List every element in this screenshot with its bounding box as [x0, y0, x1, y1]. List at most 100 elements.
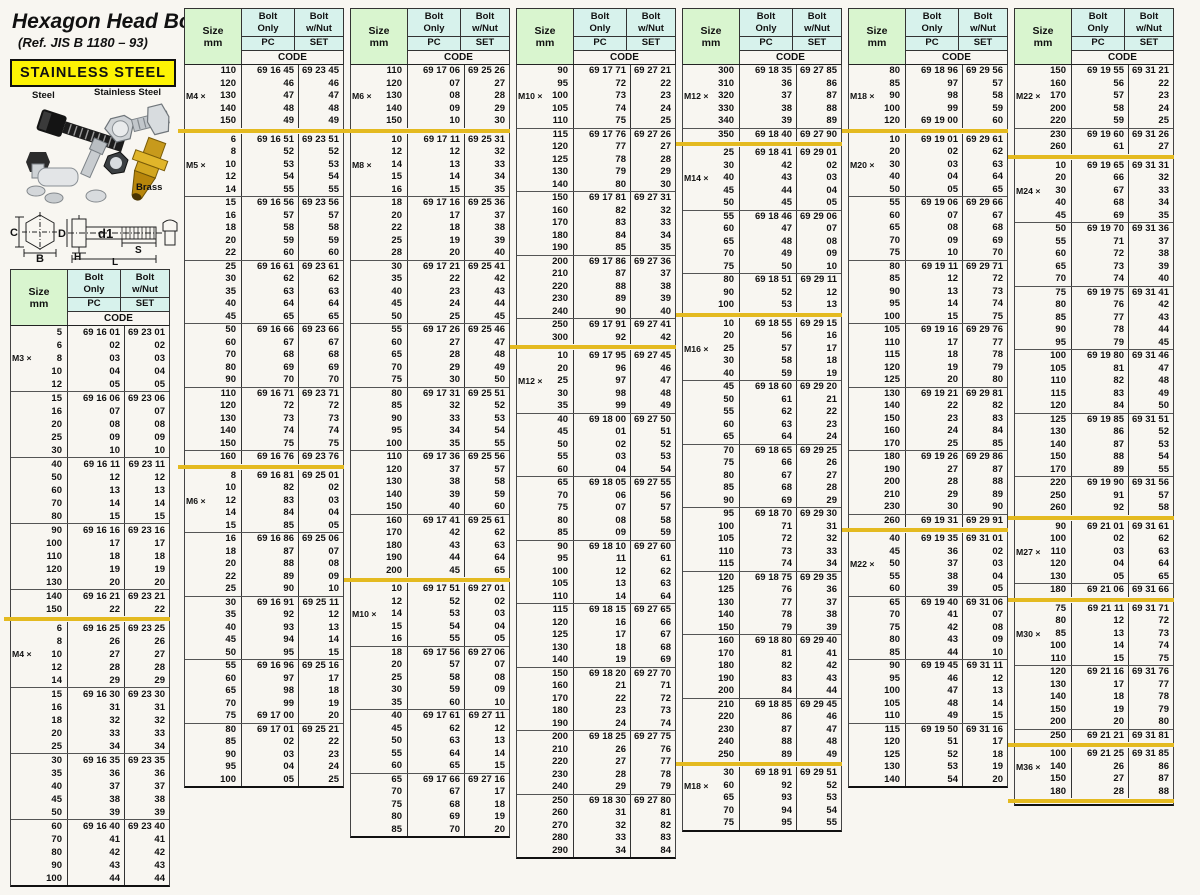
size-cell: 50 — [517, 438, 574, 451]
length-value: 85 — [889, 77, 900, 89]
code-header: CODE — [444, 52, 473, 63]
bolt-wnut-code: 69 23 01 — [128, 327, 165, 338]
size-cell: 100 — [185, 773, 242, 786]
bolt-wnut-code: 69 31 56 — [1132, 477, 1169, 488]
table-row: 260 92 58 — [1015, 502, 1173, 515]
bolt-only-code: 77 — [1072, 311, 1129, 324]
bolt-only-code: 69 18 30 — [574, 794, 631, 807]
bolt-wnut-code: 07 — [494, 659, 505, 670]
bolt-only-code: 12 — [1072, 615, 1129, 628]
size-cell: M10 × 14 — [351, 608, 408, 621]
bolt-only-code: 37 — [906, 558, 963, 571]
size-cell: 95 — [849, 298, 906, 311]
table-row: 22 60 60 — [185, 247, 343, 260]
length-value: 70 — [723, 804, 734, 816]
table-row: 110 75 25 — [517, 115, 675, 128]
length-value: 110 — [718, 545, 734, 557]
size-cell: 115 — [517, 604, 574, 617]
bolt-only-code: 69 17 71 — [574, 65, 631, 78]
table-row: 200 45 65 — [351, 564, 509, 577]
length-value: 80 — [51, 847, 62, 858]
length-value: 35 — [225, 609, 236, 620]
size-cell: 65 — [849, 222, 906, 235]
bolt-wnut-code: 66 — [660, 616, 671, 628]
bolt-wnut-code: 69 27 50 — [634, 413, 671, 425]
table-row: 75 95 55 — [683, 817, 841, 830]
table-row: 140 09 29 — [351, 102, 509, 115]
length-value: 200 — [718, 685, 734, 696]
length-value: 60 — [557, 463, 568, 475]
bolt-wnut-code: 69 29 11 — [800, 274, 837, 285]
table-row: 60 27 47 — [351, 336, 509, 349]
bolt-wnut-code: 27 — [660, 141, 671, 152]
length-value: 250 — [718, 748, 734, 760]
table-row: 70 41 41 — [11, 833, 169, 846]
bolt-only-code: 30 — [408, 374, 465, 387]
table-row: 330 38 88 — [683, 102, 841, 115]
bolt-only-code: 62 — [740, 406, 797, 419]
bolt-wnut-code: 78 — [1158, 691, 1169, 702]
size-cell: 60 — [849, 209, 906, 222]
length-value: 65 — [723, 431, 734, 442]
length-value: 130 — [718, 596, 734, 608]
size-cell: 18 — [185, 222, 242, 235]
bolt-wnut-code: 38 — [1158, 248, 1169, 259]
length-value: 15 — [51, 689, 62, 700]
code-columns-header: Bolt Only Bolt w/Nut PC SET CODE — [740, 9, 841, 64]
bolt-wnut-code: 14 — [154, 498, 165, 509]
table-row: M6 × 12 83 03 — [185, 494, 343, 507]
bolt-wnut-code: 18 — [826, 355, 837, 366]
length-value: 55 — [723, 406, 734, 417]
table-row: 130 18 68 — [517, 641, 675, 654]
bolt-only-code: 72 — [740, 533, 797, 546]
section-separator — [178, 128, 344, 133]
size-cell: 105 — [517, 102, 574, 115]
bolt-wnut-code: 40 — [660, 305, 671, 317]
length-value: 100 — [552, 90, 568, 101]
table-row: 30 58 18 — [683, 355, 841, 368]
bolt-wnut-code: 69 29 56 — [966, 65, 1003, 76]
length-value: 150 — [1050, 773, 1066, 784]
bolt-wnut-code: 05 — [826, 197, 837, 208]
bolt-wnut-code: 46 — [826, 711, 837, 722]
length-value: 40 — [723, 172, 734, 183]
bolt-wnut-code: 26 — [154, 636, 165, 647]
length-value: 70 — [723, 248, 734, 259]
size-group: 105 69 19 16 69 29 76 110 17 77 115 18 78 120 19 79… — [849, 323, 1007, 387]
size-cell: 80 — [11, 846, 68, 859]
bolt-wnut-code: 68 — [328, 349, 339, 360]
table-row: 150 75 75 — [185, 437, 343, 450]
bolt-wnut-header: Bolt w/Nut — [295, 9, 343, 37]
bolt-wnut-code: 45 — [494, 310, 505, 322]
size-group: 90 69 17 71 69 27 21 95 72 22 M10 × 100 73 23 105 7… — [517, 65, 675, 128]
length-value: 150 — [552, 667, 568, 679]
bolt-only-code: 69 18 96 — [906, 65, 963, 78]
table-row: 40 23 43 — [351, 285, 509, 298]
size-cell: 220 — [1015, 115, 1072, 128]
bolt-only-code: 77 — [740, 596, 797, 609]
bolt-wnut-code: 42 — [494, 273, 505, 284]
section-separator — [842, 128, 1008, 133]
length-value: 70 — [51, 834, 62, 845]
bolt-wnut-code: 64 — [660, 590, 671, 602]
table-row: 25 19 39 — [351, 234, 509, 247]
size-cell: 120 — [1015, 666, 1072, 679]
bolt-only-code: 69 21 01 — [1072, 520, 1129, 533]
size-cell: 18 — [351, 646, 408, 659]
bolt-wnut-code: 59 — [992, 102, 1003, 114]
bolt-only-code: 20 — [1072, 716, 1129, 729]
thread-size-prefix: M24 × — [1016, 185, 1041, 196]
bolt-wnut-code: 86 — [1158, 760, 1169, 772]
table-row: 240 88 48 — [683, 736, 841, 749]
table-row: 120 84 50 — [1015, 400, 1173, 413]
size-cell: 55 — [1015, 235, 1072, 248]
size-cell: 22 — [185, 570, 242, 583]
bolt-only-code: 57 — [740, 342, 797, 355]
table-row: M5 × 10 53 53 — [185, 158, 343, 171]
length-value: 95 — [889, 298, 900, 309]
bolt-only-code: 57 — [242, 209, 299, 222]
size-cell: 130 — [1015, 570, 1072, 583]
table-row: 40 64 64 — [185, 298, 343, 311]
length-value: 110 — [552, 115, 568, 126]
table-row: 85 12 72 — [849, 273, 1007, 286]
